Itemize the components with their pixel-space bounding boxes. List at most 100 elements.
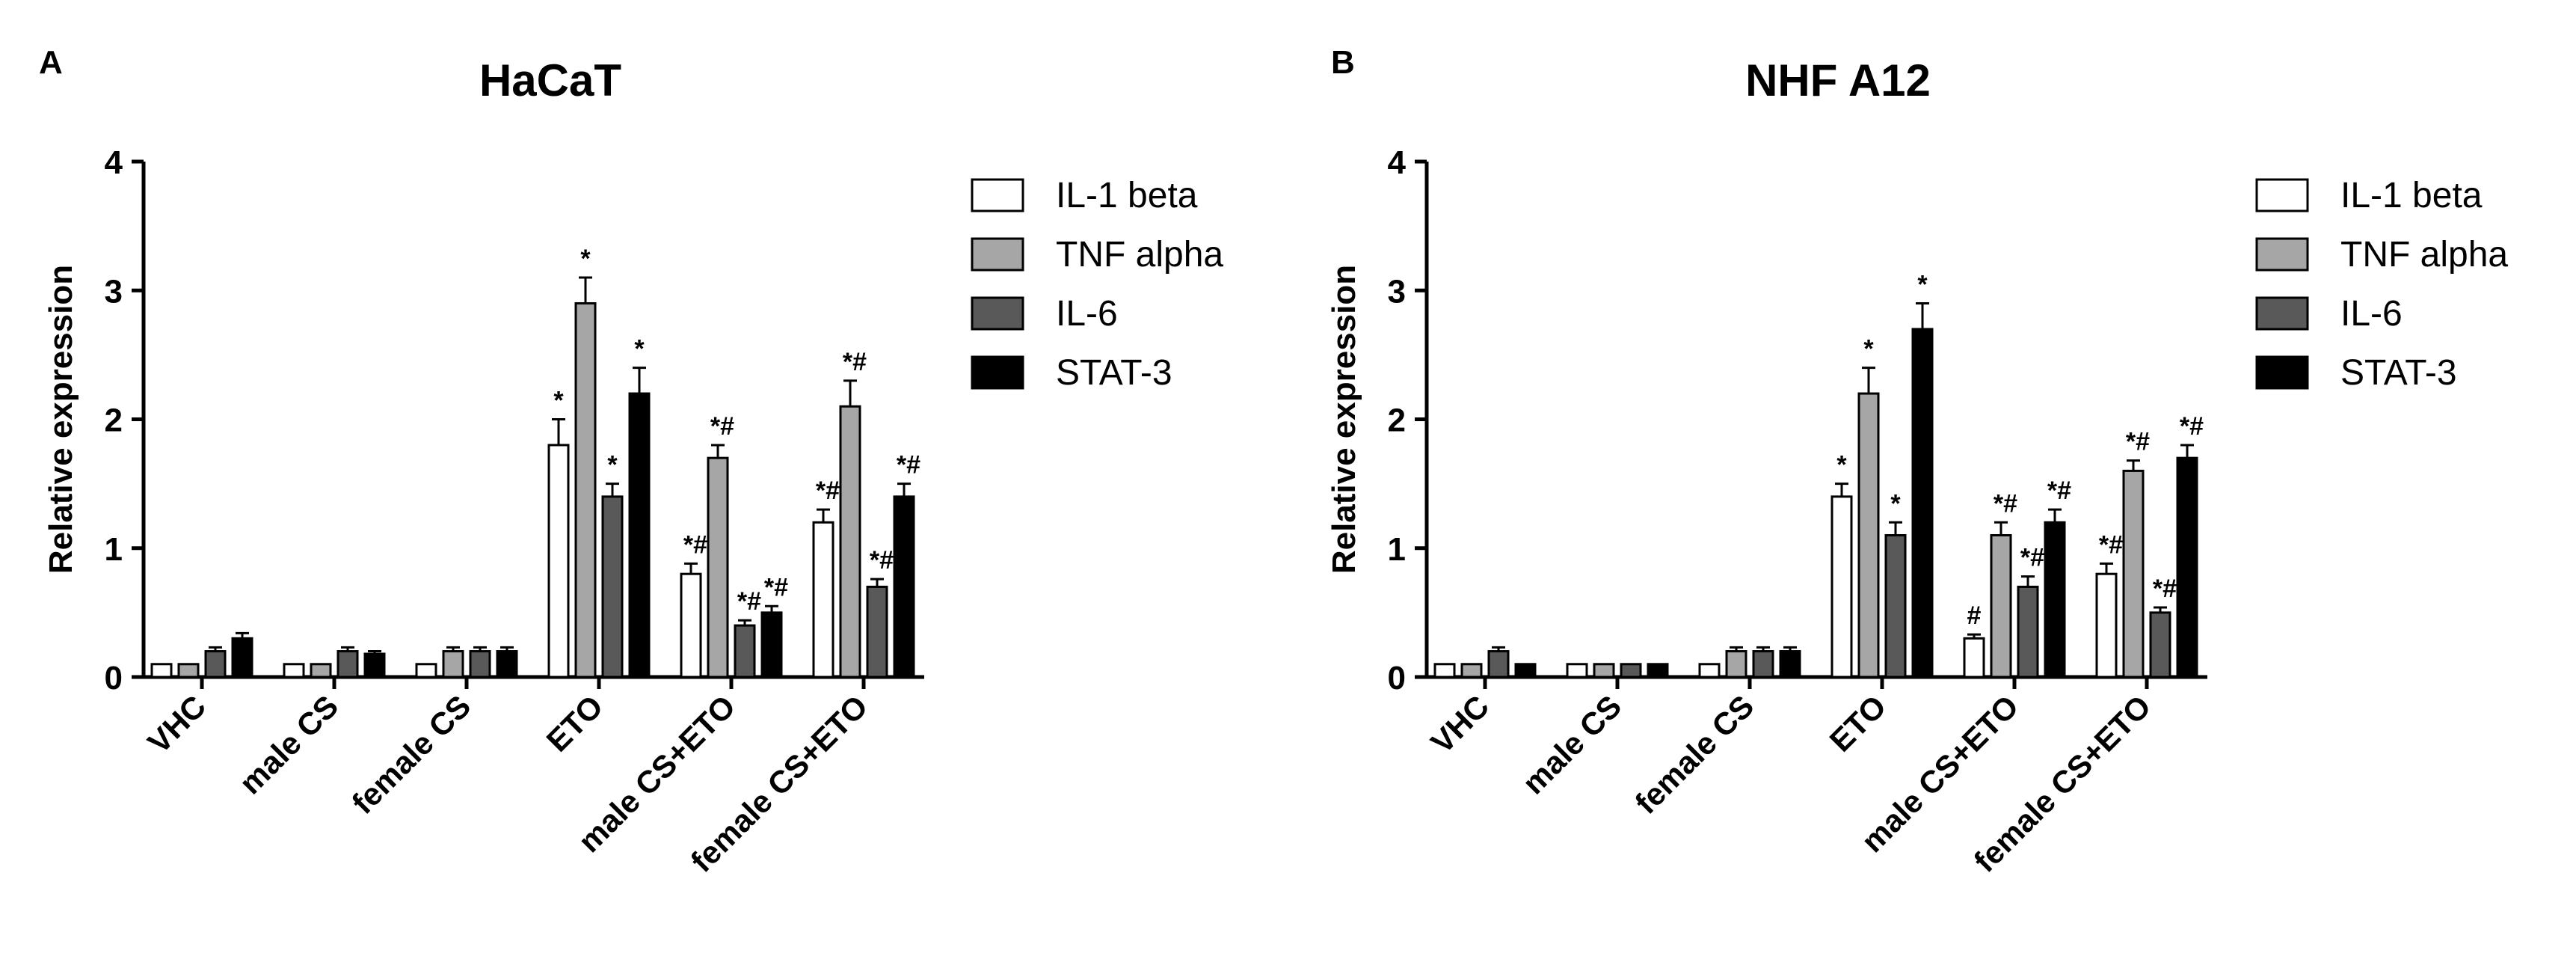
p1-x-tick-label-male-cs: male CS	[1516, 688, 1628, 800]
p0-sig-label-il-6-eto: *	[607, 451, 618, 480]
panel-title-a: HaCaT	[479, 55, 621, 105]
p1-bar-stat-3-male-cs-eto	[2044, 521, 2066, 679]
p0-bar-tnf-alpha-vhc	[177, 663, 200, 679]
p1-x-tick-label-female-cs: female CS	[1629, 688, 1761, 821]
p0-y-tick-label-3: 3	[105, 273, 123, 310]
p1-legend-label-il-6: IL-6	[2340, 294, 2403, 334]
p1-bar-tnf-alpha-eto	[1857, 392, 1880, 679]
p0-x-tick-label-female-cs: female CS	[345, 688, 478, 821]
p1-legend-label-stat-3: STAT-3	[2340, 353, 2457, 393]
p0-bar-tnf-alpha-eto	[574, 301, 597, 679]
p1-bar-stat-3-female-cs-eto	[2176, 456, 2198, 679]
p1-bar-tnf-alpha-female-cs	[1725, 650, 1747, 679]
p0-sig-label-stat-3-male-cs-eto: *#	[764, 573, 788, 601]
p1-sig-label-il-1-beta-eto: *	[1836, 451, 1847, 480]
p0-bar-il-1-beta-male-cs-eto	[680, 572, 702, 679]
p0-legend-label-il-1-beta: IL-1 beta	[1056, 176, 1198, 215]
p0-sig-label-tnf-alpha-female-cs-eto: *#	[843, 348, 867, 376]
p1-sig-label-il-6-eto: *	[1890, 489, 1901, 518]
p0-bar-il-1-beta-female-cs-eto	[812, 521, 834, 679]
p1-bar-stat-3-female-cs	[1779, 650, 1801, 679]
p1-bar-il-6-eto	[1884, 534, 1907, 679]
p0-y-axis-label: Relative expression	[43, 265, 79, 574]
p0-x-tick-label-eto: ETO	[540, 688, 610, 759]
p1-bar-il-1-beta-vhc	[1433, 663, 1456, 679]
p0-legend-swatch-tnf-alpha	[971, 237, 1024, 272]
p1-y-tick-label-0: 0	[1388, 660, 1406, 696]
p0-legend-label-il-6: IL-6	[1056, 294, 1118, 334]
p1-sig-label-il-6-male-cs-eto: *#	[2020, 544, 2044, 572]
p0-sig-label-il-1-beta-female-cs-eto: *#	[816, 477, 840, 505]
p0-bar-il-6-female-cs	[469, 650, 491, 679]
p0-bar-stat-3-male-cs-eto	[760, 611, 783, 679]
p1-y-tick-label-1: 1	[1388, 531, 1406, 568]
p0-bar-stat-3-male-cs	[363, 652, 386, 679]
p0-legend-label-tnf-alpha: TNF alpha	[1056, 235, 1223, 275]
chart-panel-nhf-a12: Relative expression 0 1 2 3 4 VHC male CS female…	[1326, 144, 2508, 879]
p0-bar-il-1-beta-male-cs	[283, 663, 305, 679]
panel-letter-a: A	[39, 44, 63, 81]
p0-bar-il-6-eto	[601, 495, 624, 679]
p1-bar-stat-3-male-cs	[1647, 663, 1669, 679]
p1-legend-swatch-il-1-beta	[2255, 178, 2309, 212]
p0-bar-il-6-vhc	[204, 650, 227, 679]
p0-y-tick-label-4: 4	[105, 144, 123, 181]
p1-sig-label-tnf-alpha-male-cs-eto: *#	[1994, 489, 2017, 518]
p1-bar-stat-3-eto	[1911, 328, 1934, 679]
p1-bar-il-1-beta-male-cs-eto	[1963, 637, 1985, 679]
p0-bar-il-1-beta-eto	[547, 444, 570, 679]
p0-sig-label-il-1-beta-eto: *	[553, 387, 564, 415]
p0-bar-stat-3-vhc	[231, 637, 253, 679]
p0-sig-label-tnf-alpha-eto: *	[580, 245, 591, 273]
p0-bar-stat-3-female-cs	[496, 650, 518, 679]
p1-y-tick-label-3: 3	[1388, 273, 1406, 310]
p0-bar-il-6-male-cs-eto	[734, 624, 756, 679]
p0-bar-tnf-alpha-female-cs	[442, 650, 464, 679]
p0-sig-label-stat-3-eto: *	[634, 335, 645, 364]
p1-y-tick-label-4: 4	[1388, 144, 1407, 181]
p1-sig-label-stat-3-eto: *	[1917, 270, 1928, 298]
p0-bar-tnf-alpha-female-cs-eto	[839, 405, 861, 679]
p1-bar-il-1-beta-female-cs	[1698, 663, 1721, 679]
p1-x-tick-label-eto: ETO	[1823, 688, 1893, 759]
p1-legend-swatch-stat-3	[2255, 355, 2309, 390]
p0-bar-il-1-beta-vhc	[150, 663, 173, 679]
p1-sig-label-il-6-female-cs-eto: *#	[2153, 575, 2177, 603]
p0-bar-il-1-beta-female-cs	[415, 663, 437, 679]
panel-letter-b: B	[1331, 44, 1355, 81]
panel-title-b: NHF A12	[1745, 55, 1931, 105]
p0-y-tick-label-1: 1	[105, 531, 123, 568]
p0-sig-label-tnf-alpha-male-cs-eto: *#	[710, 412, 734, 441]
p1-sig-label-stat-3-male-cs-eto: *#	[2047, 477, 2071, 505]
p0-legend-label-stat-3: STAT-3	[1056, 353, 1172, 393]
p1-bar-stat-3-vhc	[1514, 663, 1537, 679]
p1-legend-label-il-1-beta: IL-1 beta	[2340, 176, 2483, 215]
p1-sig-label-il-1-beta-male-cs-eto: #	[1967, 601, 1982, 630]
p1-bar-il-6-female-cs	[1752, 650, 1774, 679]
p0-sig-label-stat-3-female-cs-eto: *#	[897, 451, 920, 480]
p1-bar-il-6-male-cs-eto	[2017, 585, 2039, 679]
p1-legend-label-tnf-alpha: TNF alpha	[2340, 235, 2508, 275]
p0-legend-swatch-il-6	[971, 296, 1024, 331]
p1-bar-il-1-beta-female-cs-eto	[2095, 572, 2118, 679]
p1-bar-il-6-vhc	[1487, 650, 1510, 679]
p1-sig-label-stat-3-female-cs-eto: *#	[2180, 412, 2204, 441]
p1-sig-label-il-1-beta-female-cs-eto: *#	[2099, 530, 2123, 559]
p0-x-tick-label-vhc: VHC	[141, 688, 212, 760]
p0-bar-tnf-alpha-male-cs-eto	[707, 456, 729, 679]
chart-panel-hacat: Relative expression 0 1 2 3 4 VHC male CS female…	[43, 144, 1223, 879]
p1-bar-tnf-alpha-vhc	[1460, 663, 1483, 679]
p0-sig-label-il-6-female-cs-eto: *#	[870, 546, 894, 575]
p1-bar-il-1-beta-male-cs	[1566, 663, 1588, 679]
p0-bar-il-6-female-cs-eto	[866, 585, 888, 679]
p1-x-tick-label-vhc: VHC	[1424, 688, 1496, 760]
p1-legend-swatch-il-6	[2255, 296, 2309, 331]
p1-sig-label-tnf-alpha-eto: *	[1863, 335, 1874, 364]
p1-y-axis-label: Relative expression	[1326, 265, 1362, 574]
p1-bar-il-1-beta-eto	[1830, 495, 1853, 679]
p1-y-tick-label-2: 2	[1388, 402, 1406, 439]
p1-bar-tnf-alpha-male-cs	[1593, 663, 1615, 679]
p0-y-tick-label-0: 0	[105, 660, 123, 696]
